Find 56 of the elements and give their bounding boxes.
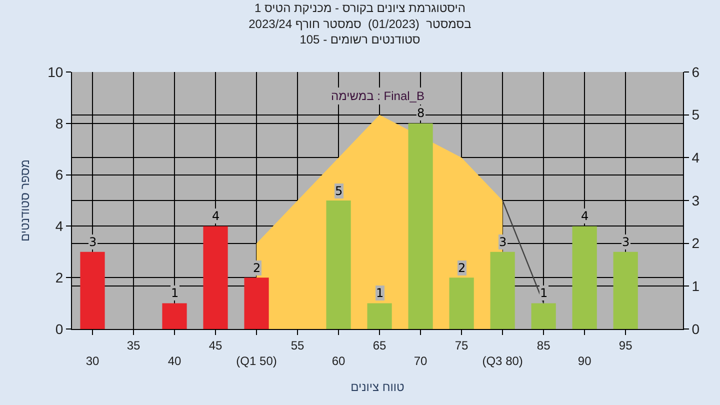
bar xyxy=(490,252,515,329)
bar xyxy=(449,278,474,329)
data-label: 4 xyxy=(212,209,220,223)
x-tick-label: 65 xyxy=(372,338,387,352)
bar xyxy=(80,252,105,329)
data-label: 8 xyxy=(417,106,425,120)
data-label: 1 xyxy=(376,286,384,300)
x-tick-label: (Q3 80) xyxy=(482,354,523,368)
y2-tick-label: 3 xyxy=(692,192,700,208)
y-tick-label: 8 xyxy=(55,115,64,132)
x-tick-label: 75 xyxy=(454,338,469,352)
y-tick-label: 0 xyxy=(55,320,64,337)
y2-tick-label: 6 xyxy=(692,64,700,80)
x-tick-label: 60 xyxy=(332,354,346,368)
chart-title: היסטוגרמת ציונים בקורס - מכניקת הטיס 1 xyxy=(254,1,466,16)
chart-subtitle: בסמסטר (01/2023) סמסטר חורף 2023/24 סטודנטים רשומים - 105 xyxy=(248,16,472,46)
bar xyxy=(244,278,269,329)
bar xyxy=(203,226,228,329)
data-label: 1 xyxy=(171,286,179,300)
x-tick-label: 95 xyxy=(618,338,633,352)
x-axis-title: טווח ציונים xyxy=(350,380,405,394)
x-tick-label: 35 xyxy=(126,338,141,352)
bar xyxy=(367,303,392,329)
data-label: 3 xyxy=(89,235,97,249)
y2-tick-label: 4 xyxy=(692,150,700,166)
x-tick-label: 55 xyxy=(290,338,305,352)
data-label: 3 xyxy=(622,235,630,249)
x-tick-label: 30 xyxy=(86,354,100,368)
data-label: 1 xyxy=(540,286,548,300)
data-label: 3 xyxy=(499,235,507,249)
y-tick-label: 2 xyxy=(55,270,64,286)
y2-tick-label: 1 xyxy=(692,278,700,294)
y-tick-label: 4 xyxy=(55,218,64,234)
y2-tick-label: 5 xyxy=(692,106,700,123)
x-tick-label: (Q1 50) xyxy=(236,354,277,368)
bar xyxy=(613,252,638,329)
x-tick-label: 70 xyxy=(414,354,428,368)
y2-tick-label: 0 xyxy=(692,320,700,337)
x-tick-label: 85 xyxy=(536,338,551,352)
y2-tick-label: 2 xyxy=(692,235,700,252)
bar xyxy=(408,123,433,329)
data-label: 2 xyxy=(253,261,261,275)
y-axis-title: מספר סטודנטים xyxy=(18,159,32,242)
data-label: 5 xyxy=(335,184,343,198)
annotation: במשימה : Final_B xyxy=(331,89,424,103)
x-tick-label: 90 xyxy=(578,354,592,368)
y-tick-label: 6 xyxy=(55,166,64,183)
bar xyxy=(531,303,556,329)
bar xyxy=(572,226,597,329)
data-label: 4 xyxy=(581,209,589,223)
y-tick-label: 10 xyxy=(48,64,64,80)
x-tick-label: 40 xyxy=(168,354,182,368)
x-tick-label: 45 xyxy=(208,338,223,352)
bar xyxy=(162,303,187,329)
data-label: 2 xyxy=(458,261,466,275)
bar xyxy=(326,200,351,329)
